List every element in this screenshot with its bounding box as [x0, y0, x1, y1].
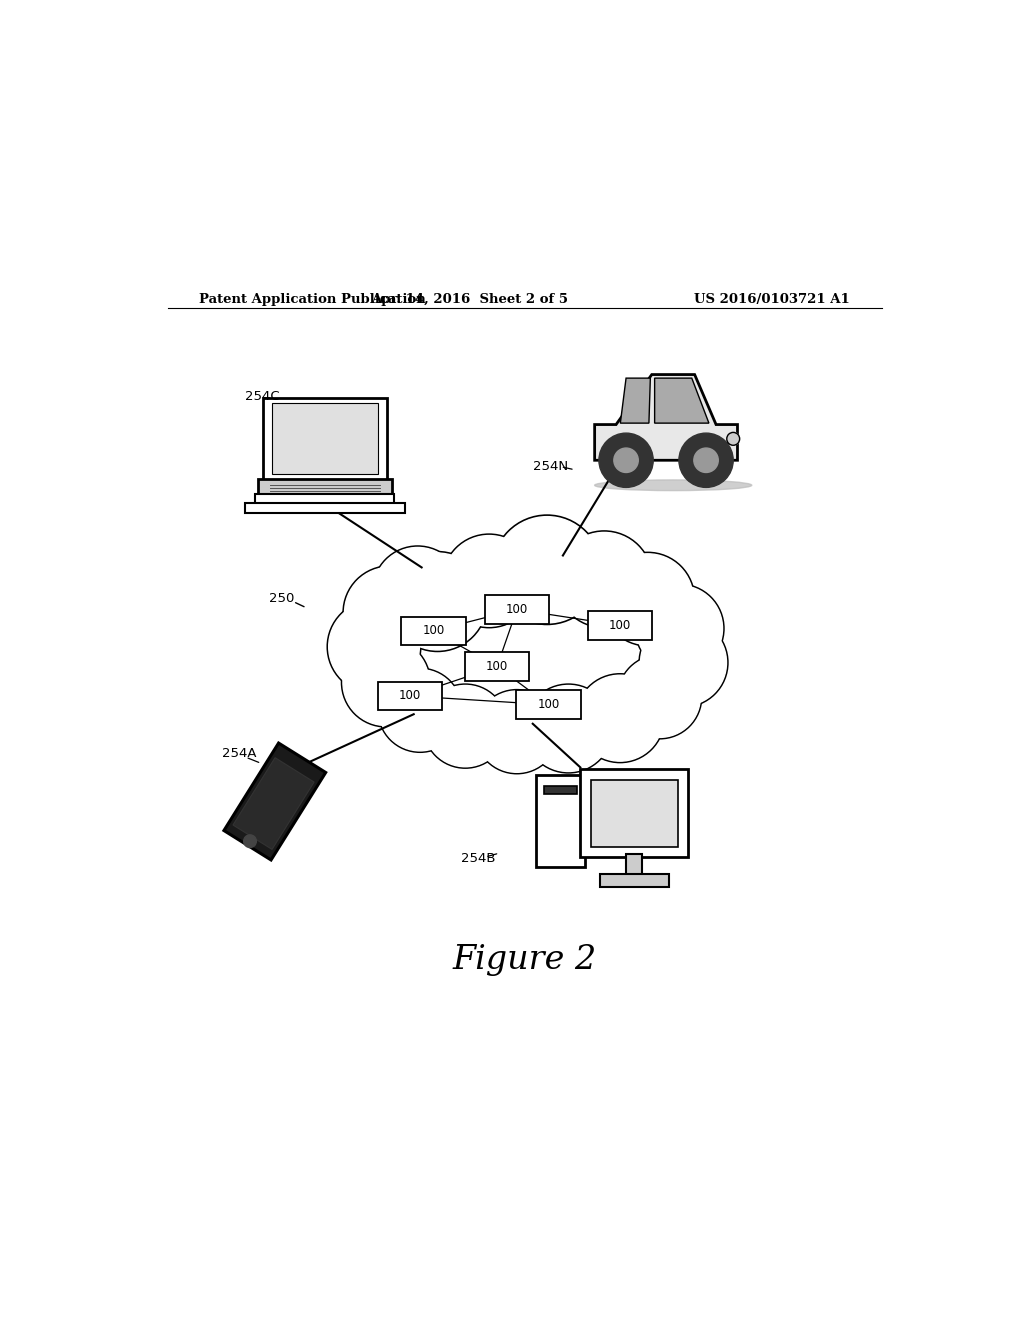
- Text: 100: 100: [423, 624, 444, 638]
- Polygon shape: [595, 375, 737, 461]
- FancyBboxPatch shape: [581, 770, 688, 858]
- Circle shape: [602, 553, 694, 645]
- Circle shape: [494, 516, 600, 623]
- Circle shape: [557, 532, 651, 626]
- Polygon shape: [654, 378, 709, 424]
- Circle shape: [599, 433, 653, 487]
- Circle shape: [389, 553, 486, 649]
- Text: 100: 100: [398, 689, 421, 702]
- FancyBboxPatch shape: [516, 690, 581, 719]
- Circle shape: [443, 536, 535, 626]
- Circle shape: [380, 669, 461, 751]
- Circle shape: [577, 675, 664, 762]
- Text: 100: 100: [538, 698, 560, 711]
- FancyBboxPatch shape: [600, 874, 669, 887]
- FancyBboxPatch shape: [484, 595, 549, 624]
- Text: Patent Application Publication: Patent Application Publication: [200, 293, 426, 306]
- Circle shape: [475, 690, 558, 774]
- Text: 254C: 254C: [246, 391, 281, 404]
- FancyBboxPatch shape: [263, 399, 387, 483]
- FancyBboxPatch shape: [588, 611, 652, 640]
- Circle shape: [525, 685, 611, 771]
- Circle shape: [602, 554, 693, 644]
- Circle shape: [344, 568, 435, 657]
- Text: 100: 100: [609, 619, 631, 632]
- Text: 254A: 254A: [221, 747, 256, 760]
- FancyBboxPatch shape: [255, 494, 394, 504]
- FancyBboxPatch shape: [591, 780, 678, 847]
- Circle shape: [613, 447, 638, 473]
- Text: Apr. 14, 2016  Sheet 2 of 5: Apr. 14, 2016 Sheet 2 of 5: [371, 293, 567, 306]
- FancyBboxPatch shape: [258, 479, 392, 496]
- FancyBboxPatch shape: [537, 775, 585, 867]
- Circle shape: [641, 619, 726, 706]
- FancyBboxPatch shape: [245, 503, 404, 512]
- Circle shape: [620, 656, 700, 738]
- Circle shape: [443, 535, 536, 627]
- Circle shape: [244, 834, 256, 847]
- Text: Figure 2: Figure 2: [453, 944, 597, 977]
- Circle shape: [494, 516, 601, 624]
- Circle shape: [727, 433, 739, 445]
- Circle shape: [694, 447, 718, 473]
- Polygon shape: [233, 758, 314, 849]
- FancyBboxPatch shape: [465, 652, 529, 681]
- Text: 100: 100: [486, 660, 508, 673]
- Circle shape: [388, 552, 486, 651]
- FancyBboxPatch shape: [627, 854, 642, 875]
- Circle shape: [425, 685, 506, 767]
- Circle shape: [557, 532, 651, 627]
- FancyBboxPatch shape: [271, 403, 378, 474]
- Circle shape: [679, 433, 733, 487]
- Circle shape: [636, 585, 723, 672]
- Circle shape: [328, 601, 420, 693]
- Circle shape: [342, 639, 430, 726]
- Circle shape: [374, 548, 462, 635]
- Text: 254N: 254N: [532, 461, 568, 473]
- FancyBboxPatch shape: [378, 681, 442, 710]
- Circle shape: [578, 676, 663, 762]
- Text: 254B: 254B: [461, 853, 496, 865]
- FancyBboxPatch shape: [401, 616, 466, 645]
- Circle shape: [343, 639, 429, 726]
- Polygon shape: [224, 743, 326, 859]
- Text: 250: 250: [269, 591, 295, 605]
- Circle shape: [373, 546, 462, 636]
- Circle shape: [525, 685, 612, 772]
- Circle shape: [424, 685, 507, 767]
- Text: US 2016/0103721 A1: US 2016/0103721 A1: [694, 293, 850, 306]
- Ellipse shape: [595, 480, 752, 491]
- FancyBboxPatch shape: [545, 785, 577, 795]
- Circle shape: [344, 566, 436, 659]
- Circle shape: [476, 692, 557, 772]
- Polygon shape: [621, 378, 650, 424]
- Circle shape: [618, 656, 701, 738]
- Circle shape: [640, 619, 727, 706]
- Circle shape: [637, 586, 723, 672]
- Text: 100: 100: [506, 603, 528, 616]
- Circle shape: [379, 669, 461, 751]
- Circle shape: [329, 602, 420, 692]
